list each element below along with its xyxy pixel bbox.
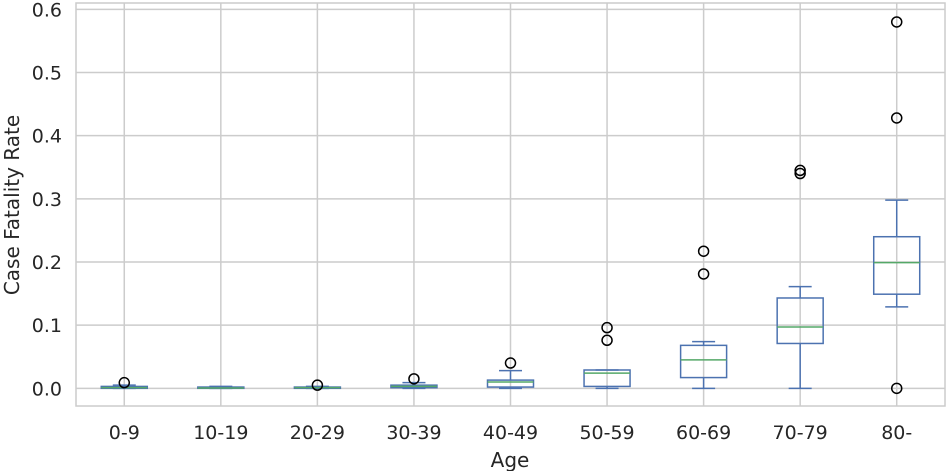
- outlier-point: [504, 357, 517, 369]
- box-group: [872, 16, 921, 395]
- box-group: [583, 321, 631, 390]
- box-group: [486, 357, 535, 390]
- x-tick-label: 80-: [881, 422, 912, 444]
- outlier-point: [311, 379, 324, 391]
- x-tick-label: 30-39: [386, 422, 441, 444]
- grid-lines: [76, 3, 945, 406]
- box-body: [679, 344, 728, 379]
- x-tick-label: 40-49: [483, 422, 538, 444]
- y-tick-label: 0.3: [32, 189, 62, 211]
- x-tick-label: 60-69: [676, 422, 731, 444]
- x-tick-label: 0-9: [109, 422, 140, 444]
- boxes: [100, 16, 921, 395]
- x-tick-label: 20-29: [290, 422, 345, 444]
- box-group: [679, 245, 728, 390]
- box-group: [197, 385, 245, 390]
- outlier-point: [118, 376, 131, 389]
- box-group: [776, 164, 824, 390]
- y-axis-label: Case Fatality Rate: [0, 115, 24, 295]
- y-tick-label: 0.1: [32, 315, 62, 337]
- x-axis-label: Age: [491, 448, 530, 471]
- outlier-point: [601, 321, 613, 334]
- y-tick-labels: 0.0 0.1 0.2 0.3 0.4 0.5 0.6: [32, 0, 62, 400]
- outlier-point: [890, 16, 903, 28]
- x-tick-label: 10-19: [193, 422, 248, 444]
- outlier-point: [601, 334, 613, 347]
- y-tick-label: 0.5: [32, 62, 62, 84]
- outlier-point: [794, 164, 806, 177]
- x-tick-label: 50-59: [579, 422, 634, 444]
- y-tick-label: 0.4: [32, 126, 62, 148]
- box-body: [583, 369, 631, 388]
- box-group: [293, 379, 342, 391]
- plot-frame: [75, 2, 946, 407]
- box-body: [776, 297, 824, 345]
- box-body: [486, 379, 535, 388]
- box-body: [872, 235, 921, 295]
- outlier-point: [890, 112, 903, 124]
- outlier-point: [697, 245, 710, 257]
- y-tick-label: 0.0: [32, 378, 62, 400]
- outlier-point: [408, 373, 420, 385]
- x-tick-labels: 0-9 10-19 20-29 30-39 40-49 50-59 60-69 70-79 80…: [109, 422, 912, 444]
- box-group: [100, 376, 149, 390]
- y-tick-label: 0.6: [32, 0, 62, 21]
- y-tick-label: 0.2: [32, 252, 62, 274]
- box-group: [390, 373, 438, 390]
- outlier-point: [890, 382, 903, 395]
- outlier-point: [697, 268, 710, 280]
- outlier-point: [794, 167, 806, 180]
- x-tick-label: 70-79: [773, 422, 828, 444]
